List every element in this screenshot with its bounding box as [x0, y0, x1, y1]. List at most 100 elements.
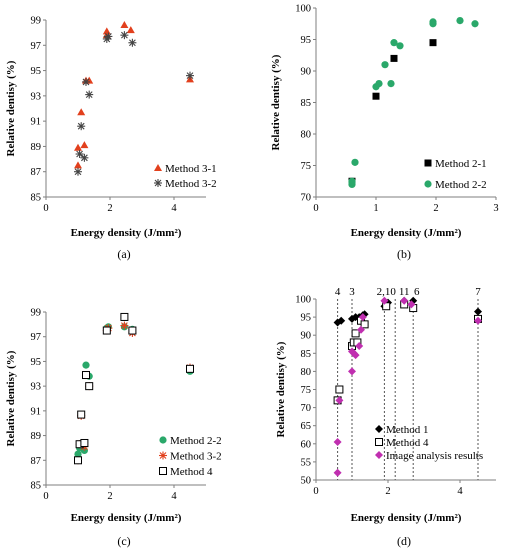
x-tick-label: 0 — [313, 486, 318, 497]
y-tick-label: 65 — [301, 421, 312, 432]
data-point — [120, 31, 129, 40]
x-axis-title: Energy density (J/mm²) — [351, 227, 462, 239]
x-tick-label: 2 — [433, 203, 438, 214]
y-tick-label: 80 — [301, 367, 312, 378]
data-point — [74, 143, 82, 151]
y-tick-label: 90 — [301, 331, 312, 342]
legend-marker — [159, 436, 167, 444]
y-tick-label: 93 — [31, 91, 42, 102]
data-point — [372, 92, 380, 100]
y-tick-label: 97 — [31, 332, 42, 343]
data-point — [120, 321, 129, 330]
data-point — [400, 296, 409, 305]
x-tick-label: 4 — [171, 203, 177, 214]
y-tick-label: 95 — [31, 66, 42, 77]
legend-marker — [375, 451, 383, 459]
y-tick-label: 100 — [295, 295, 311, 306]
data-point — [335, 385, 344, 394]
data-point — [128, 38, 137, 47]
legend-marker — [154, 164, 162, 171]
y-axis-title: Relative dentisy (%) — [5, 60, 17, 156]
legend-label: Image analysis results — [386, 450, 483, 462]
data-point — [429, 39, 437, 47]
legend: Method 2-1 Method 2-2 — [424, 158, 487, 191]
data-point — [360, 320, 369, 329]
series-method-2-2 — [348, 17, 479, 188]
legend-label: Method 2-1 — [435, 158, 487, 170]
y-tick-label: 97 — [31, 41, 42, 52]
panel-caption: (b) — [397, 247, 411, 261]
y-tick-label: 95 — [31, 357, 42, 368]
legend-marker — [159, 451, 167, 460]
data-point — [82, 361, 90, 369]
x-tick-label: 1 — [373, 203, 378, 214]
data-point — [390, 54, 398, 62]
data-point — [186, 364, 194, 373]
reference-line-label: 7 — [475, 286, 481, 298]
data-point — [456, 17, 464, 25]
data-point — [474, 307, 482, 316]
x-tick-label: 0 — [313, 203, 318, 214]
chart-panel-a: 85 87 89 91 93 95 97 99 0 2 4 Energy density (J/mm²… — [5, 16, 217, 262]
data-point — [186, 71, 194, 80]
x-axis-title: Energy density (J/mm²) — [351, 512, 462, 524]
y-tick-label: 87 — [31, 456, 42, 467]
y-tick-label: 89 — [31, 431, 42, 442]
series-method-2-1 — [348, 39, 437, 185]
data-point — [128, 326, 137, 335]
data-point — [74, 456, 82, 465]
chart-panel-b: 70 75 80 85 90 95 100 0 1 2 3 Energy density (J/mm²… — [270, 4, 499, 262]
data-point — [104, 32, 113, 41]
data-point — [471, 20, 479, 28]
data-point — [390, 39, 398, 47]
data-point — [348, 177, 356, 185]
data-point — [77, 108, 86, 116]
data-point — [351, 351, 360, 360]
data-point — [348, 367, 356, 376]
data-point — [380, 296, 389, 305]
legend-label: Method 2-2 — [170, 435, 222, 447]
y-tick-label: 75 — [301, 385, 312, 396]
data-point — [337, 316, 346, 325]
data-point — [74, 161, 82, 169]
data-point — [358, 313, 367, 322]
legend: Method 3-1 Method 3-2 — [154, 163, 217, 190]
y-tick-label: 91 — [31, 117, 42, 128]
y-tick-label: 99 — [31, 308, 42, 319]
data-point — [387, 80, 395, 88]
data-point — [396, 42, 404, 50]
series-method-3-2 — [74, 31, 194, 176]
x-tick-label: 2 — [107, 203, 112, 214]
y-tick-label: 95 — [301, 35, 312, 46]
x-tick-label: 4 — [171, 491, 177, 502]
data-point — [126, 26, 135, 34]
x-tick-label: 0 — [43, 491, 48, 502]
data-point — [80, 438, 89, 447]
y-axis-title: Relative dentisy (%) — [5, 350, 17, 446]
y-tick-label: 50 — [301, 476, 312, 487]
series-image-analysis-results — [333, 296, 482, 477]
reference-line-label: 3 — [349, 286, 355, 298]
legend-label: Method 4 — [170, 466, 213, 478]
chart-panel-c: 85 87 89 91 93 95 97 99 0 2 4 Energy density (J/mm²… — [5, 308, 222, 549]
data-point — [82, 371, 90, 380]
data-point — [474, 316, 482, 325]
legend-label: Method 2-2 — [435, 179, 487, 191]
y-tick-label: 89 — [31, 142, 42, 153]
legend-label: Method 1 — [386, 424, 428, 436]
data-point — [355, 342, 364, 351]
data-point — [75, 150, 84, 159]
x-tick-label: 2 — [385, 486, 390, 497]
data-point — [407, 300, 416, 309]
y-tick-label: 55 — [301, 457, 312, 468]
data-point — [80, 141, 89, 149]
data-point — [333, 468, 342, 477]
y-tick-label: 70 — [301, 403, 312, 414]
legend-marker — [154, 179, 162, 187]
y-axis-title: Relative dentisy (%) — [275, 341, 287, 437]
data-point — [333, 437, 342, 446]
reference-line-label: 4 — [335, 286, 341, 298]
legend-marker — [159, 467, 167, 475]
